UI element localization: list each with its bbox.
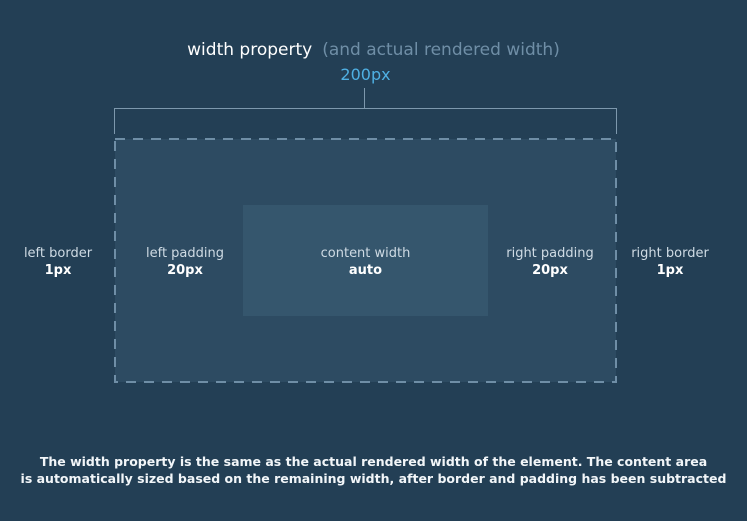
content-width-label: content width auto (243, 245, 488, 279)
title-subtitle: (and actual rendered width) (322, 40, 560, 60)
bracket-stem (364, 88, 365, 109)
right-padding-value: 20px (532, 263, 568, 278)
right-border-value: 1px (656, 263, 684, 278)
width-value: 200px (340, 65, 391, 84)
left-padding-label: left padding 20px (140, 245, 230, 279)
left-padding-name: left padding (145, 246, 224, 261)
title-main: width property (187, 40, 313, 60)
left-border-name: left border (23, 246, 93, 261)
content-width-value: auto (348, 263, 383, 278)
caption: The width property is the same as the ac… (20, 453, 727, 487)
element-border (114, 138, 617, 383)
left-border-value: 1px (44, 263, 72, 278)
bracket-right-tick (616, 108, 617, 134)
caption-line-1: The width property is the same as the ac… (39, 454, 708, 469)
content-area (243, 205, 488, 316)
content-width-name: content width (320, 246, 411, 261)
bracket-left-tick (114, 108, 115, 134)
bracket-bar (114, 108, 617, 109)
right-padding-label: right padding 20px (500, 245, 600, 279)
right-border-label: right border 1px (628, 245, 712, 279)
caption-line-2: is automatically sized based on the rema… (20, 471, 727, 486)
right-border-name: right border (631, 246, 709, 261)
left-border-label: left border 1px (18, 245, 98, 279)
right-padding-name: right padding (506, 246, 594, 261)
diagram-title: width property (and actual rendered width… (0, 40, 747, 60)
left-padding-value: 20px (167, 263, 203, 278)
